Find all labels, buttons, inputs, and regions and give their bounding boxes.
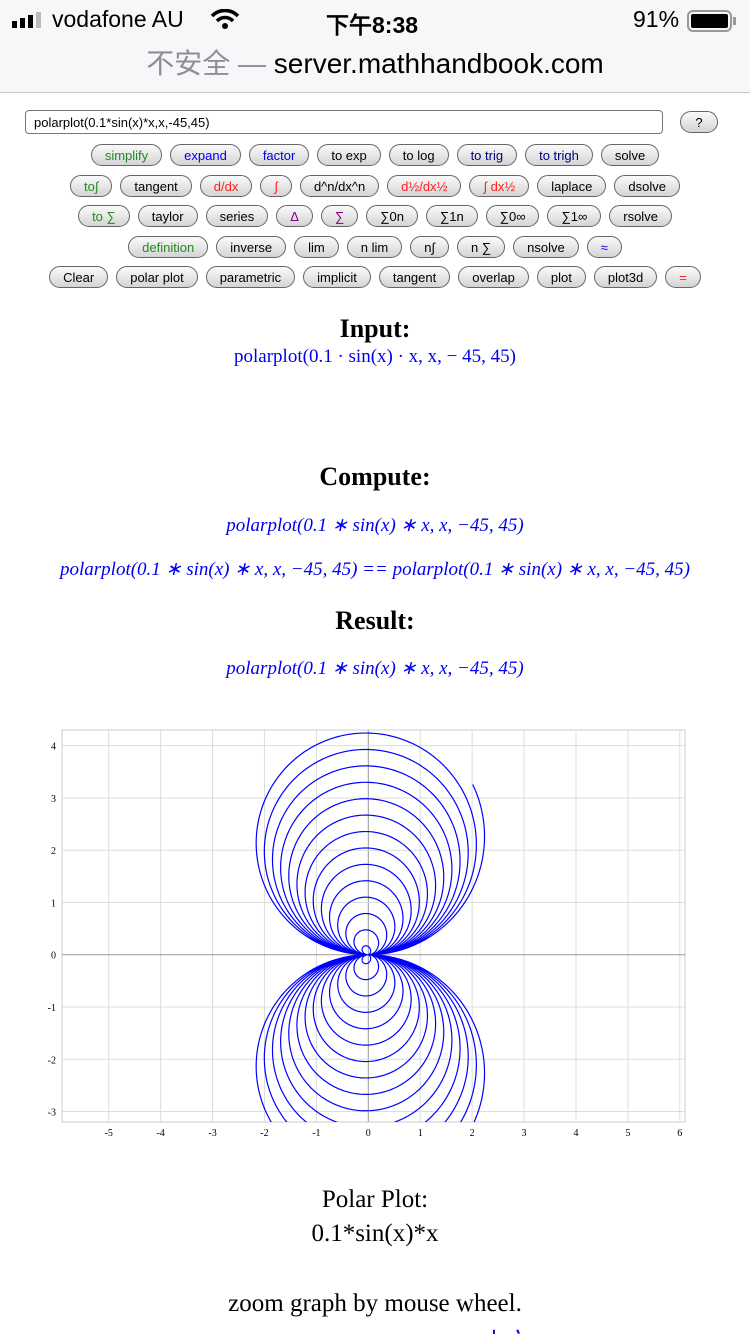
button-row: to ∑ taylor series Δ ∑ ∑0n ∑1n ∑0∞ ∑1∞ rsolve — [0, 205, 750, 227]
button-2-6[interactable]: ∑1n — [425, 205, 478, 227]
button-3-5[interactable]: n ∑ — [457, 236, 506, 258]
x-tick-label: -3 — [208, 1128, 216, 1139]
button-row: Clear polar plot parametric implicit tangent… — [0, 266, 750, 288]
input-expression: polarplot(0.1 · sin(x) · x, x, − 45, 45) — [234, 346, 516, 367]
button-2-8[interactable]: ∑1∞ — [547, 205, 602, 227]
button-4-0[interactable]: Clear — [49, 266, 109, 288]
button-0-3[interactable]: to exp — [317, 144, 381, 166]
zoom-hint: zoom graph by mouse wheel. — [228, 1290, 522, 1317]
button-1-3[interactable]: ∫ — [260, 175, 292, 197]
button-2-1[interactable]: taylor — [137, 205, 198, 227]
button-0-0[interactable]: simplify — [90, 144, 163, 166]
x-tick-label: 2 — [470, 1128, 475, 1139]
button-3-2[interactable]: lim — [294, 236, 339, 258]
compute-equation: polarplot(0.1 ∗ sin(x) ∗ x, x, −45, 45) … — [60, 559, 690, 580]
button-4-8[interactable]: = — [665, 266, 701, 288]
button-4-1[interactable]: polar plot — [116, 266, 198, 288]
x-tick-label: 0 — [366, 1128, 371, 1139]
y-tick-label: 4 — [51, 742, 56, 753]
y-tick-label: -3 — [48, 1108, 56, 1119]
y-tick-label: -2 — [48, 1055, 56, 1066]
button-1-6[interactable]: ∫ dx½ — [469, 175, 530, 197]
battery-percent: 91% — [633, 6, 680, 32]
help-button[interactable]: ? — [680, 111, 718, 133]
button-0-7[interactable]: solve — [600, 144, 660, 166]
compute-heading: Compute: — [319, 462, 431, 491]
button-3-0[interactable]: definition — [128, 236, 209, 258]
button-4-3[interactable]: implicit — [303, 266, 371, 288]
button-row: simplify expand factor to exp to log to trig t… — [0, 144, 750, 166]
button-3-1[interactable]: inverse — [216, 236, 287, 258]
address-bar[interactable]: 不安全 — server.mathhandbook.com — [0, 42, 750, 82]
expression-input[interactable]: polarplot(0.1*sin(x)*x,x,-45,45) — [25, 110, 663, 134]
button-4-5[interactable]: overlap — [458, 266, 529, 288]
button-1-5[interactable]: d½/dx½ — [387, 175, 462, 197]
domain: server.mathhandbook.com — [273, 48, 604, 79]
button-3-4[interactable]: n∫ — [410, 236, 449, 258]
clock: 下午8:38 — [326, 12, 419, 38]
button-3-7[interactable]: ≈ — [586, 236, 622, 258]
button-2-4[interactable]: ∑ — [320, 205, 359, 227]
button-2-0[interactable]: to ∑ — [78, 205, 130, 227]
polar-plot-chart[interactable]: -5 -4 -3 -2 -1 0 1 2 3 4 5 6 4 3 2 1 0 -1 -2 -3 — [0, 720, 750, 1150]
y-tick-label: 0 — [51, 951, 56, 962]
button-1-7[interactable]: laplace — [537, 175, 607, 197]
result-heading: Result: — [335, 606, 415, 635]
button-2-9[interactable]: rsolve — [609, 205, 672, 227]
battery-icon — [687, 10, 736, 32]
x-tick-label: 5 — [625, 1128, 630, 1139]
button-4-2[interactable]: parametric — [205, 266, 296, 288]
polar-curve — [255, 732, 486, 1122]
button-3-3[interactable]: n lim — [346, 236, 403, 258]
button-1-2[interactable]: d/dx — [199, 175, 253, 197]
x-tick-label: -4 — [156, 1128, 164, 1139]
y-tick-label: 3 — [51, 794, 56, 805]
button-1-0[interactable]: to∫ — [70, 175, 113, 197]
input-heading: Input: — [339, 314, 411, 343]
button-row: definition inverse lim n lim n∫ n ∑ nsolve ≈ — [0, 236, 750, 258]
button-2-3[interactable]: Δ — [276, 205, 313, 227]
insecure-label: 不安全 — — [146, 48, 267, 79]
x-tick-label: 1 — [418, 1128, 423, 1139]
carrier: vodafone AU — [52, 6, 184, 32]
compute-expression: polarplot(0.1 ∗ sin(x) ∗ x, x, −45, 45) — [226, 515, 524, 536]
x-tick-label: -2 — [260, 1128, 268, 1139]
signal-icon — [12, 12, 41, 28]
x-tick-label: 3 — [522, 1128, 527, 1139]
result-expression: polarplot(0.1 ∗ sin(x) ∗ x, x, −45, 45) — [226, 658, 524, 679]
button-1-8[interactable]: dsolve — [614, 175, 680, 197]
caption-function: 0.1*sin(x)*x — [311, 1220, 439, 1247]
button-3-6[interactable]: nsolve — [513, 236, 579, 258]
ios-status-and-address-bar: vodafone AU 下午8:38 91% 不安全 — server.math… — [0, 0, 750, 93]
button-2-7[interactable]: ∑0∞ — [485, 205, 540, 227]
x-tick-label: -1 — [312, 1128, 320, 1139]
y-tick-label: 1 — [51, 898, 56, 909]
button-1-4[interactable]: d^n/dx^n — [299, 175, 380, 197]
x-tick-label: -5 — [105, 1128, 113, 1139]
y-tick-label: 2 — [51, 846, 56, 857]
y-tick-label: -1 — [48, 1003, 56, 1014]
x-tick-label: 6 — [677, 1128, 682, 1139]
button-0-4[interactable]: to log — [388, 144, 449, 166]
wifi-icon — [210, 9, 240, 29]
button-4-6[interactable]: plot — [536, 266, 586, 288]
button-0-5[interactable]: to trig — [456, 144, 518, 166]
button-2-2[interactable]: series — [205, 205, 269, 227]
footer-links: 中文 — [0, 1322, 750, 1334]
caption-title: Polar Plot: — [321, 1186, 429, 1213]
button-2-5[interactable]: ∑0n — [366, 205, 418, 227]
button-0-6[interactable]: to trigh — [525, 144, 593, 166]
button-4-4[interactable]: tangent — [378, 266, 451, 288]
x-tick-label: 4 — [573, 1128, 578, 1139]
footer-link-chinese[interactable]: 中文 — [482, 1322, 530, 1334]
button-4-7[interactable]: plot3d — [593, 266, 658, 288]
button-row: to∫ tangent d/dx ∫ d^n/dx^n d½/dx½ ∫ dx½ laplac… — [0, 175, 750, 197]
button-1-1[interactable]: tangent — [120, 175, 192, 197]
plot-area — [61, 729, 686, 1123]
button-0-2[interactable]: factor — [248, 144, 310, 166]
button-0-1[interactable]: expand — [170, 144, 241, 166]
